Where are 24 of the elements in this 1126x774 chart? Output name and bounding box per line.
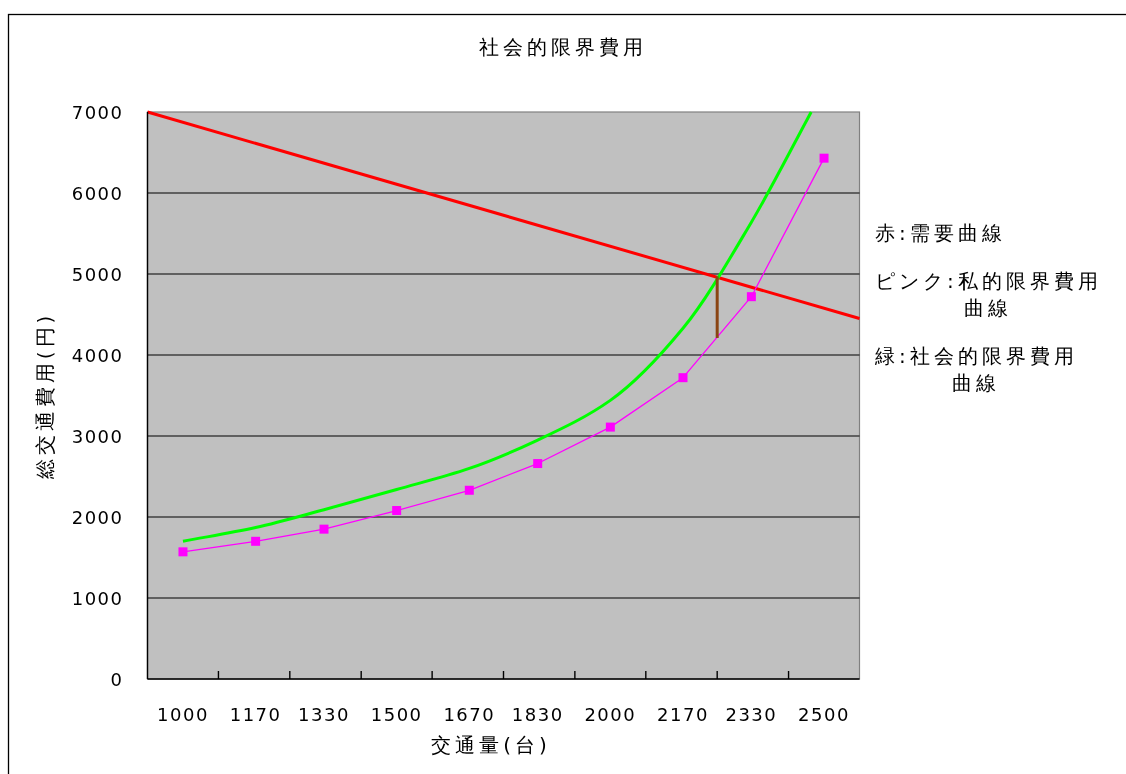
x-tick-label: 1670 bbox=[443, 703, 496, 725]
y-tick-label: 0 bbox=[110, 668, 124, 690]
annotation: ピンク:私的限界費用曲線 bbox=[875, 269, 1102, 320]
x-tick-label: 1830 bbox=[511, 703, 564, 725]
x-tick-label: 2330 bbox=[725, 703, 778, 725]
x-axis-title: 交通量(台) bbox=[431, 733, 551, 757]
annotation: 赤:需要曲線 bbox=[875, 221, 1006, 245]
y-axis-title: 総交通費用(円) bbox=[33, 311, 57, 480]
x-tick-label: 2000 bbox=[584, 703, 637, 725]
title: 社会的限界費用 bbox=[479, 35, 647, 59]
y-tick-label: 2000 bbox=[71, 506, 124, 528]
annotation: 緑:社会的限界費用曲線 bbox=[875, 344, 1078, 395]
x-tick-label: 2500 bbox=[798, 703, 850, 725]
x-tick-label: 1000 bbox=[157, 703, 209, 725]
y-tick-label: 7000 bbox=[71, 101, 124, 123]
y-tick-label: 4000 bbox=[71, 344, 124, 366]
y-tick-label: 1000 bbox=[71, 587, 124, 609]
x-tick-label: 2170 bbox=[657, 703, 709, 725]
x-tick-label: 1500 bbox=[370, 703, 423, 725]
x-tick-label: 1170 bbox=[229, 703, 282, 725]
y-tick-label: 3000 bbox=[71, 425, 124, 447]
y-tick-label: 6000 bbox=[71, 182, 124, 204]
y-tick-label: 5000 bbox=[71, 263, 124, 285]
x-tick-label: 1330 bbox=[298, 703, 350, 725]
